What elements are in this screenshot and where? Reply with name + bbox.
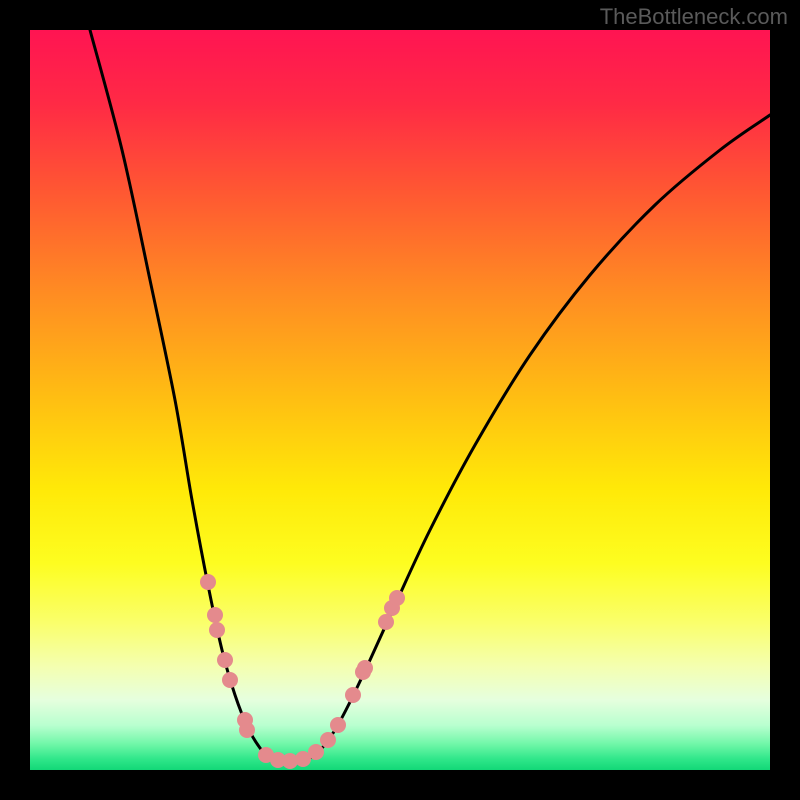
watermark-text: TheBottleneck.com: [600, 4, 788, 30]
chart-plot-area: [30, 30, 770, 770]
gradient-background: [30, 30, 770, 770]
